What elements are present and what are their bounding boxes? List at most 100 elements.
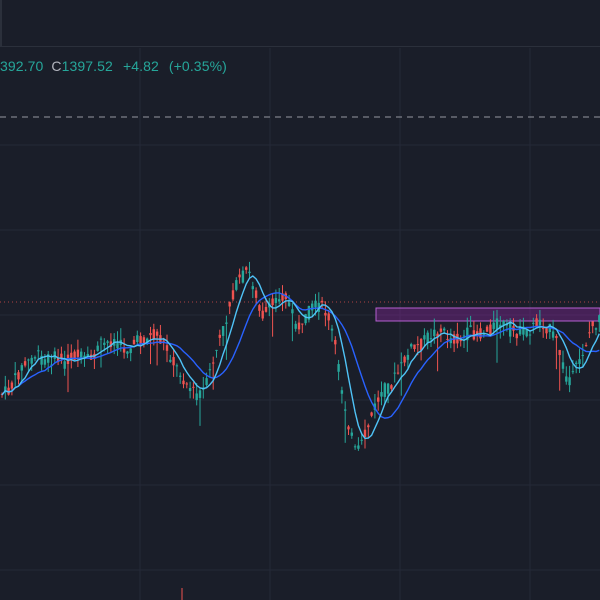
candle-body bbox=[116, 343, 119, 349]
candle-body bbox=[27, 359, 30, 361]
candle-body bbox=[340, 390, 344, 394]
candle-body bbox=[314, 300, 317, 308]
candle-body bbox=[241, 270, 245, 283]
candle-body bbox=[30, 357, 33, 364]
candle-body bbox=[221, 326, 225, 336]
candle-body bbox=[509, 323, 512, 337]
candle-body bbox=[370, 412, 373, 416]
candle-body bbox=[73, 351, 76, 360]
candle-body bbox=[261, 310, 264, 319]
candle-body bbox=[195, 393, 198, 401]
candle-body bbox=[416, 344, 419, 346]
candle-body bbox=[433, 329, 436, 337]
candle-body bbox=[254, 290, 258, 298]
resistance-zone-rectangle[interactable] bbox=[375, 307, 600, 322]
candle-body bbox=[403, 356, 406, 363]
candle-body bbox=[274, 297, 278, 303]
candle-body bbox=[396, 372, 400, 374]
moving-average-fast[interactable] bbox=[1, 275, 600, 440]
candle-body bbox=[591, 321, 594, 327]
candle-body bbox=[307, 305, 311, 320]
candle-body bbox=[122, 347, 126, 353]
candle-body bbox=[47, 354, 50, 363]
candle-body bbox=[446, 338, 449, 340]
close-label: C bbox=[51, 58, 62, 74]
candle-body bbox=[571, 371, 575, 373]
candle-body bbox=[172, 357, 175, 366]
candle-body bbox=[565, 376, 568, 382]
candle-body bbox=[258, 305, 261, 311]
candle-body bbox=[462, 335, 466, 337]
top-toolbar bbox=[0, 0, 600, 47]
candle-body bbox=[449, 338, 452, 344]
candle-body bbox=[380, 392, 383, 397]
candle-body bbox=[377, 397, 380, 402]
candle-body bbox=[327, 313, 330, 321]
candle-body bbox=[238, 274, 241, 278]
candle-body bbox=[439, 328, 443, 332]
candle-body bbox=[334, 339, 337, 345]
candle-body bbox=[499, 324, 502, 328]
candle-body bbox=[528, 334, 532, 336]
candle-body bbox=[538, 319, 542, 326]
candle-body bbox=[53, 351, 56, 359]
candle-body bbox=[175, 365, 179, 367]
candle-body bbox=[492, 322, 495, 329]
candle-body bbox=[20, 365, 23, 371]
low-value: 392.70 bbox=[0, 58, 44, 74]
moving-average-slow[interactable] bbox=[1, 292, 600, 419]
candle-body bbox=[281, 293, 284, 301]
change-percent: (+0.35%) bbox=[168, 58, 227, 74]
candle-body bbox=[225, 322, 228, 324]
candle-body bbox=[469, 325, 472, 327]
candle-body bbox=[60, 353, 63, 359]
candle-body bbox=[485, 326, 489, 332]
candle-body bbox=[581, 354, 584, 356]
candle-body bbox=[558, 350, 561, 356]
candle-body bbox=[291, 309, 294, 314]
candle-body bbox=[386, 383, 390, 394]
candle-body bbox=[231, 290, 235, 300]
candle-body bbox=[185, 383, 188, 385]
candle-body bbox=[390, 385, 393, 389]
candle-body bbox=[551, 331, 555, 338]
candle-body bbox=[215, 349, 218, 351]
candle-body bbox=[466, 327, 469, 341]
candle-body bbox=[162, 340, 165, 342]
candle-body bbox=[353, 446, 357, 448]
toolbar-edge bbox=[0, 0, 2, 46]
candle-body bbox=[426, 332, 429, 344]
candle-body bbox=[86, 353, 89, 357]
candle-body bbox=[99, 338, 103, 340]
candle-body bbox=[40, 355, 43, 365]
candle-body bbox=[43, 359, 47, 365]
candle-body bbox=[393, 372, 396, 374]
candle-body bbox=[502, 321, 505, 326]
candle-body bbox=[561, 362, 565, 369]
candle-body bbox=[37, 350, 40, 352]
candle-body bbox=[423, 335, 426, 340]
candle-body bbox=[33, 357, 37, 359]
candle-body bbox=[350, 432, 353, 436]
candle-body bbox=[212, 362, 215, 364]
candle-body bbox=[324, 312, 327, 316]
candle-body bbox=[56, 357, 60, 362]
candle-body bbox=[287, 302, 291, 306]
candle-body bbox=[179, 375, 182, 377]
change-value: +4.82 bbox=[122, 58, 159, 74]
candle-body bbox=[165, 345, 169, 351]
candle-body bbox=[235, 280, 238, 290]
candle-body bbox=[330, 328, 334, 331]
candle-body bbox=[251, 286, 254, 290]
candle-body bbox=[218, 334, 221, 338]
candle-body bbox=[406, 354, 410, 360]
candle-body bbox=[70, 352, 73, 361]
candle-body bbox=[139, 336, 142, 344]
candle-body bbox=[575, 362, 578, 364]
candle-body bbox=[182, 380, 185, 385]
candle-body bbox=[301, 323, 304, 325]
candle-body bbox=[10, 382, 14, 389]
candle-body bbox=[525, 330, 528, 337]
candle-body bbox=[515, 334, 518, 339]
